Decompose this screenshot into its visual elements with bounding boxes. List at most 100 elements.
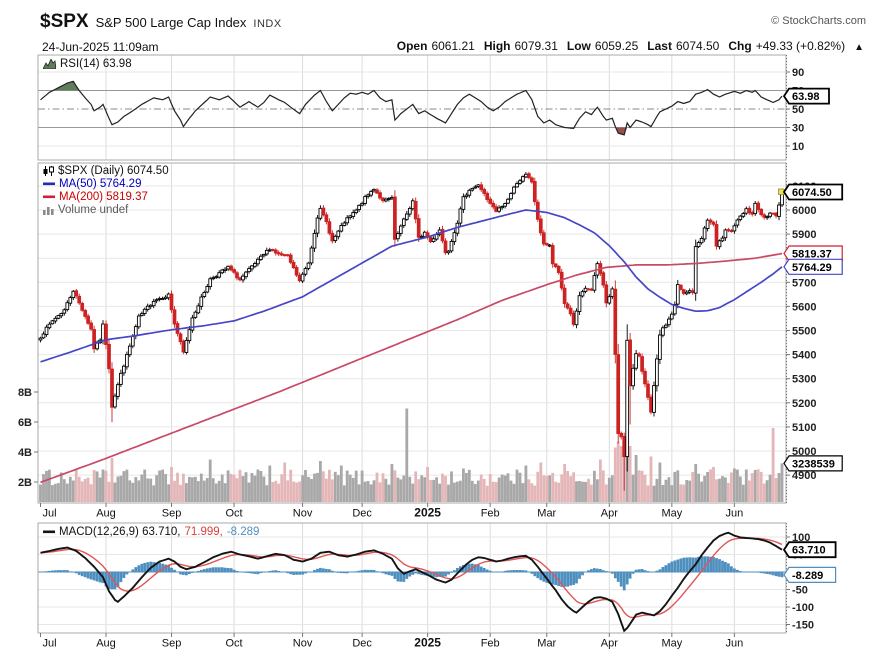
macd-lines	[40, 531, 783, 633]
up-arrow-icon: ▲	[854, 42, 864, 53]
svg-text:6000: 6000	[792, 205, 816, 217]
svg-text:5300: 5300	[792, 374, 816, 386]
symbol-name: S&P 500 Large Cap Index	[95, 15, 247, 30]
exchange-label: INDX	[253, 18, 282, 30]
svg-text:-100: -100	[792, 602, 814, 614]
svg-text:63.710: 63.710	[792, 545, 826, 557]
rsi-legend: RSI(14) 63.98	[42, 58, 132, 70]
svg-text:Apr: Apr	[601, 638, 618, 650]
svg-text:-150: -150	[792, 620, 814, 632]
svg-text:Dec: Dec	[352, 508, 372, 520]
chart-header: $SPX S&P 500 Large Cap Index INDX	[40, 11, 282, 33]
quote-change: Chg +49.33 (+0.82%)	[728, 39, 845, 53]
legend-ma50-row: MA(50) 5764.29	[43, 178, 169, 191]
quote-high: High 6079.31	[484, 39, 558, 53]
month-axis: Jul Aug Sep Oct Nov Dec 2025 Feb Mar Apr May Jun Jul…	[40, 503, 743, 650]
low-label: Low	[566, 39, 591, 53]
quote-bar: Open 6061.21 High 6079.31 Low 6059.25 Last 6…	[397, 39, 864, 53]
svg-text:5819.37: 5819.37	[792, 249, 832, 261]
ma-lines	[40, 209, 783, 484]
pane-borders	[37, 54, 787, 634]
svg-text:5700: 5700	[792, 277, 816, 289]
svg-text:May: May	[661, 508, 682, 520]
svg-text:5000: 5000	[792, 446, 816, 458]
quote-low: Low 6059.25	[567, 39, 638, 53]
svg-text:Aug: Aug	[96, 638, 116, 650]
svg-text:Apr: Apr	[601, 508, 618, 520]
open-value: 6061.21	[431, 39, 475, 53]
macd-legend-main: MACD(12,26,9) 63.710,	[59, 526, 181, 538]
grid-lines	[38, 55, 786, 633]
legend-ma50-text: MA(50) 5764.29	[59, 177, 142, 190]
macd-legend-hist: -8.289	[226, 526, 260, 538]
rsi-series	[38, 80, 783, 136]
legend-symbol-text: $SPX (Daily) 6074.50	[58, 165, 169, 177]
svg-text:63.98: 63.98	[792, 91, 820, 103]
svg-text:-8.289: -8.289	[792, 570, 823, 582]
macd-legend: MACD(12,26,9) 63.710, 71.999, -8.289	[43, 526, 259, 538]
svg-text:5600: 5600	[792, 301, 816, 313]
high-value: 6079.31	[514, 39, 558, 53]
svg-text:5500: 5500	[792, 326, 816, 338]
open-label: Open	[396, 39, 428, 53]
main-legend: $SPX (Daily) 6074.50 MA(50) 5764.29 MA(2…	[43, 165, 169, 217]
rsi-legend-label: RSI(14) 63.98	[60, 58, 132, 70]
chart-datetime: 24-Jun-2025 11:09am	[42, 40, 159, 54]
svg-text:30: 30	[792, 123, 804, 135]
svg-text:Jun: Jun	[725, 638, 743, 650]
macd-legend-signal: 71.999,	[184, 526, 223, 538]
svg-text:4900: 4900	[792, 470, 816, 482]
legend-volume-row: Volume undef	[43, 204, 169, 217]
symbol-ticker: $SPX	[40, 11, 89, 32]
svg-text:Jun: Jun	[725, 508, 743, 520]
legend-ma200-text: MA(200) 5819.37	[59, 190, 148, 203]
last-value: 6074.50	[675, 39, 720, 53]
chg-label: Chg	[728, 39, 752, 53]
chg-value: +49.33 (+0.82%)	[755, 39, 846, 53]
svg-text:10: 10	[792, 141, 804, 153]
svg-text:Mar: Mar	[537, 638, 556, 650]
svg-text:Oct: Oct	[226, 508, 243, 520]
area-chart-icon	[42, 58, 57, 70]
svg-text:May: May	[661, 638, 682, 650]
svg-text:Sep: Sep	[162, 508, 182, 520]
svg-text:-50: -50	[792, 585, 808, 597]
copyright: © StockCharts.com	[771, 15, 866, 27]
svg-text:50: 50	[792, 104, 804, 116]
svg-text:3238539: 3238539	[792, 458, 835, 470]
macd-histogram	[38, 556, 786, 591]
svg-text:2025: 2025	[414, 636, 441, 650]
svg-text:Oct: Oct	[226, 638, 243, 650]
svg-text:5200: 5200	[792, 398, 816, 410]
svg-text:8B: 8B	[18, 387, 32, 399]
svg-text:Feb: Feb	[481, 508, 500, 520]
quote-open: Open 6061.21	[397, 39, 475, 53]
svg-text:Feb: Feb	[481, 638, 500, 650]
svg-text:Jul: Jul	[43, 508, 57, 520]
svg-text:100: 100	[792, 532, 810, 544]
legend-symbol-row: $SPX (Daily) 6074.50	[43, 165, 169, 178]
quote-last: Last 6074.50	[647, 39, 719, 53]
legend-ma200-row: MA(200) 5819.37	[43, 191, 169, 204]
last-label: Last	[647, 39, 672, 53]
low-value: 6059.25	[594, 39, 639, 53]
svg-text:Aug: Aug	[96, 508, 116, 520]
high-label: High	[483, 39, 511, 53]
price-candles	[38, 171, 784, 491]
svg-text:5400: 5400	[792, 350, 816, 362]
svg-text:Dec: Dec	[352, 638, 372, 650]
candlestick-icon	[43, 166, 54, 177]
svg-text:Nov: Nov	[293, 638, 313, 650]
svg-text:5900: 5900	[792, 229, 816, 241]
svg-text:90: 90	[792, 67, 804, 79]
svg-text:6074.50: 6074.50	[792, 187, 832, 199]
volume-bars	[39, 408, 784, 502]
svg-text:2B: 2B	[18, 477, 32, 489]
svg-text:6B: 6B	[18, 417, 32, 429]
svg-text:5100: 5100	[792, 422, 816, 434]
svg-text:Jul: Jul	[43, 638, 57, 650]
volume-bars-icon	[43, 206, 54, 215]
